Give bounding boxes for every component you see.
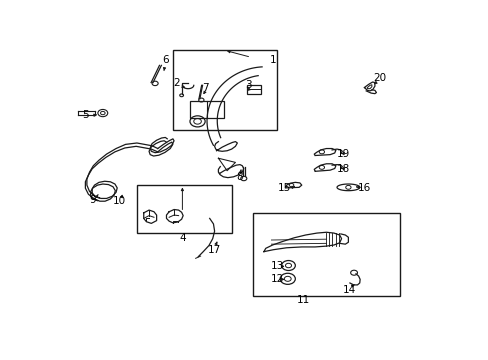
Text: 15: 15 [278, 183, 291, 193]
Bar [246, 85, 261, 94]
Bar [173, 50, 277, 130]
Text: 6: 6 [162, 55, 168, 66]
Text: 8: 8 [235, 172, 242, 182]
Text: 4: 4 [179, 233, 185, 243]
Bar [189, 101, 224, 118]
Text: 3: 3 [245, 80, 251, 90]
Text: 11: 11 [296, 296, 310, 305]
Text: 19: 19 [336, 149, 349, 159]
Text: 5: 5 [82, 110, 89, 120]
Text: 9: 9 [89, 195, 95, 205]
Text: 12: 12 [270, 274, 283, 284]
Text: 7: 7 [202, 82, 208, 93]
Bar [137, 185, 231, 233]
Text: 14: 14 [342, 285, 355, 295]
Text: 20: 20 [372, 73, 385, 83]
Text: 17: 17 [207, 245, 221, 255]
Text: 18: 18 [336, 164, 349, 174]
Text: 1: 1 [269, 55, 276, 66]
Text: 16: 16 [357, 183, 370, 193]
Bar [252, 213, 400, 296]
Text: 2: 2 [173, 77, 180, 87]
Text: 10: 10 [113, 195, 126, 206]
Text: 13: 13 [270, 261, 283, 271]
